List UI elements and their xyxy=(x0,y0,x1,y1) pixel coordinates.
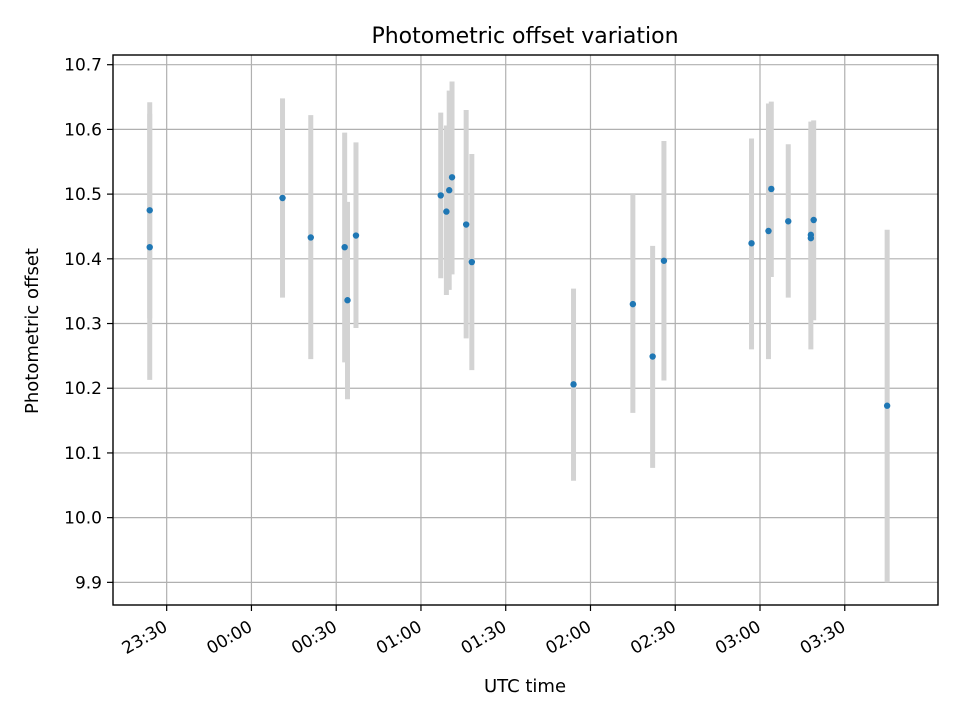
y-tick-label: 10.5 xyxy=(64,185,102,205)
data-point xyxy=(146,207,153,214)
data-point xyxy=(307,234,314,241)
data-point xyxy=(468,258,476,266)
y-tick-label: 10.1 xyxy=(64,444,102,464)
y-axis-label: Photometric offset xyxy=(22,248,43,414)
data-point xyxy=(279,194,286,202)
data-point xyxy=(807,234,815,242)
data-point xyxy=(462,221,470,228)
y-tick-label: 10.6 xyxy=(64,120,102,140)
data-point xyxy=(660,257,668,264)
chart-title: Photometric offset variation xyxy=(371,24,678,49)
y-tick-label: 9.9 xyxy=(75,573,102,593)
y-tick-label: 10.7 xyxy=(64,56,102,76)
data-point xyxy=(785,218,792,225)
plot-frame xyxy=(112,54,939,606)
data-point xyxy=(352,232,360,239)
y-tick-label: 10.4 xyxy=(64,250,102,270)
data-point xyxy=(443,208,450,215)
data-point xyxy=(437,192,444,199)
data-point xyxy=(629,300,637,308)
data-point xyxy=(768,185,775,193)
y-tick-label: 10.2 xyxy=(64,379,102,399)
y-tick-label: 10.3 xyxy=(64,315,102,335)
point-layer xyxy=(146,174,891,409)
data-point xyxy=(341,243,348,251)
data-point xyxy=(883,402,891,409)
data-point xyxy=(344,297,351,304)
data-point xyxy=(748,240,755,247)
y-tick-label: 10.0 xyxy=(64,509,102,529)
data-point xyxy=(810,216,817,224)
data-point xyxy=(448,174,456,181)
data-point xyxy=(146,243,153,251)
data-point xyxy=(649,353,656,360)
data-point xyxy=(446,187,453,194)
x-axis-label: UTC time xyxy=(484,676,566,697)
data-point xyxy=(765,227,772,235)
data-point xyxy=(570,381,577,388)
grid-layer xyxy=(113,55,938,605)
